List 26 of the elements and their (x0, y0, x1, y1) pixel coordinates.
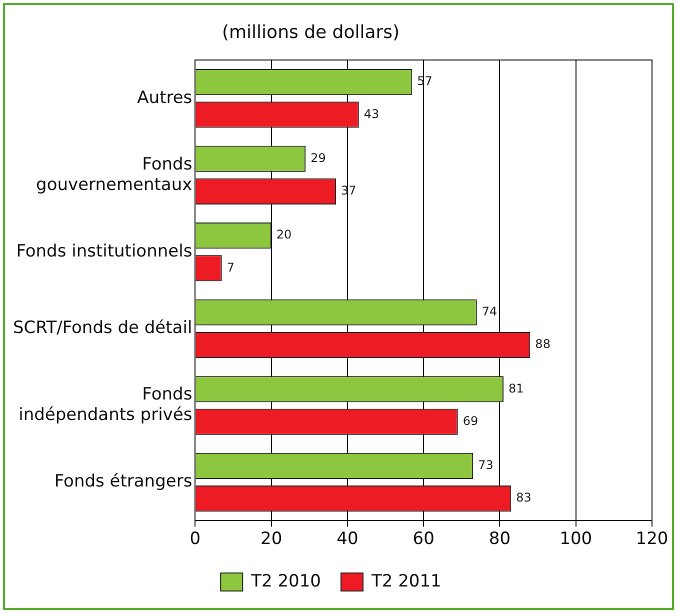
y-tick-label: Autres (137, 88, 192, 108)
data-label: 20 (276, 228, 292, 242)
x-tick-label: 60 (412, 529, 434, 550)
x-tick-label: 80 (488, 529, 511, 550)
y-tick-label: Fonds gouvernementaux (36, 154, 192, 195)
x-tick-label: 0 (190, 529, 201, 550)
x-tick-label: 40 (336, 529, 358, 550)
y-tick-label: Fonds institutionnels (16, 241, 192, 262)
y-tick-label: Fonds indépendants privés (18, 384, 192, 426)
data-label: 83 (516, 490, 532, 505)
data-label: 29 (310, 150, 326, 165)
y-tick-label: SCRT/Fonds de détail (12, 318, 192, 338)
data-label: 73 (478, 458, 494, 472)
legend-label: T2 2010 (250, 571, 322, 592)
data-label: 43 (364, 106, 380, 121)
data-label: 88 (535, 337, 550, 352)
data-label: 74 (482, 304, 498, 318)
x-tick-label: 100 (560, 529, 592, 550)
x-tick-label: 20 (260, 529, 282, 550)
chart-title: (millions de dollars) (222, 22, 400, 43)
data-label: 7 (226, 260, 234, 274)
x-tick-label: 120 (636, 529, 668, 550)
data-label: 69 (462, 414, 478, 428)
data-label: 81 (508, 381, 524, 396)
y-tick-label: Fonds étrangers (54, 472, 192, 492)
legend-label: T2 2011 (370, 571, 442, 592)
